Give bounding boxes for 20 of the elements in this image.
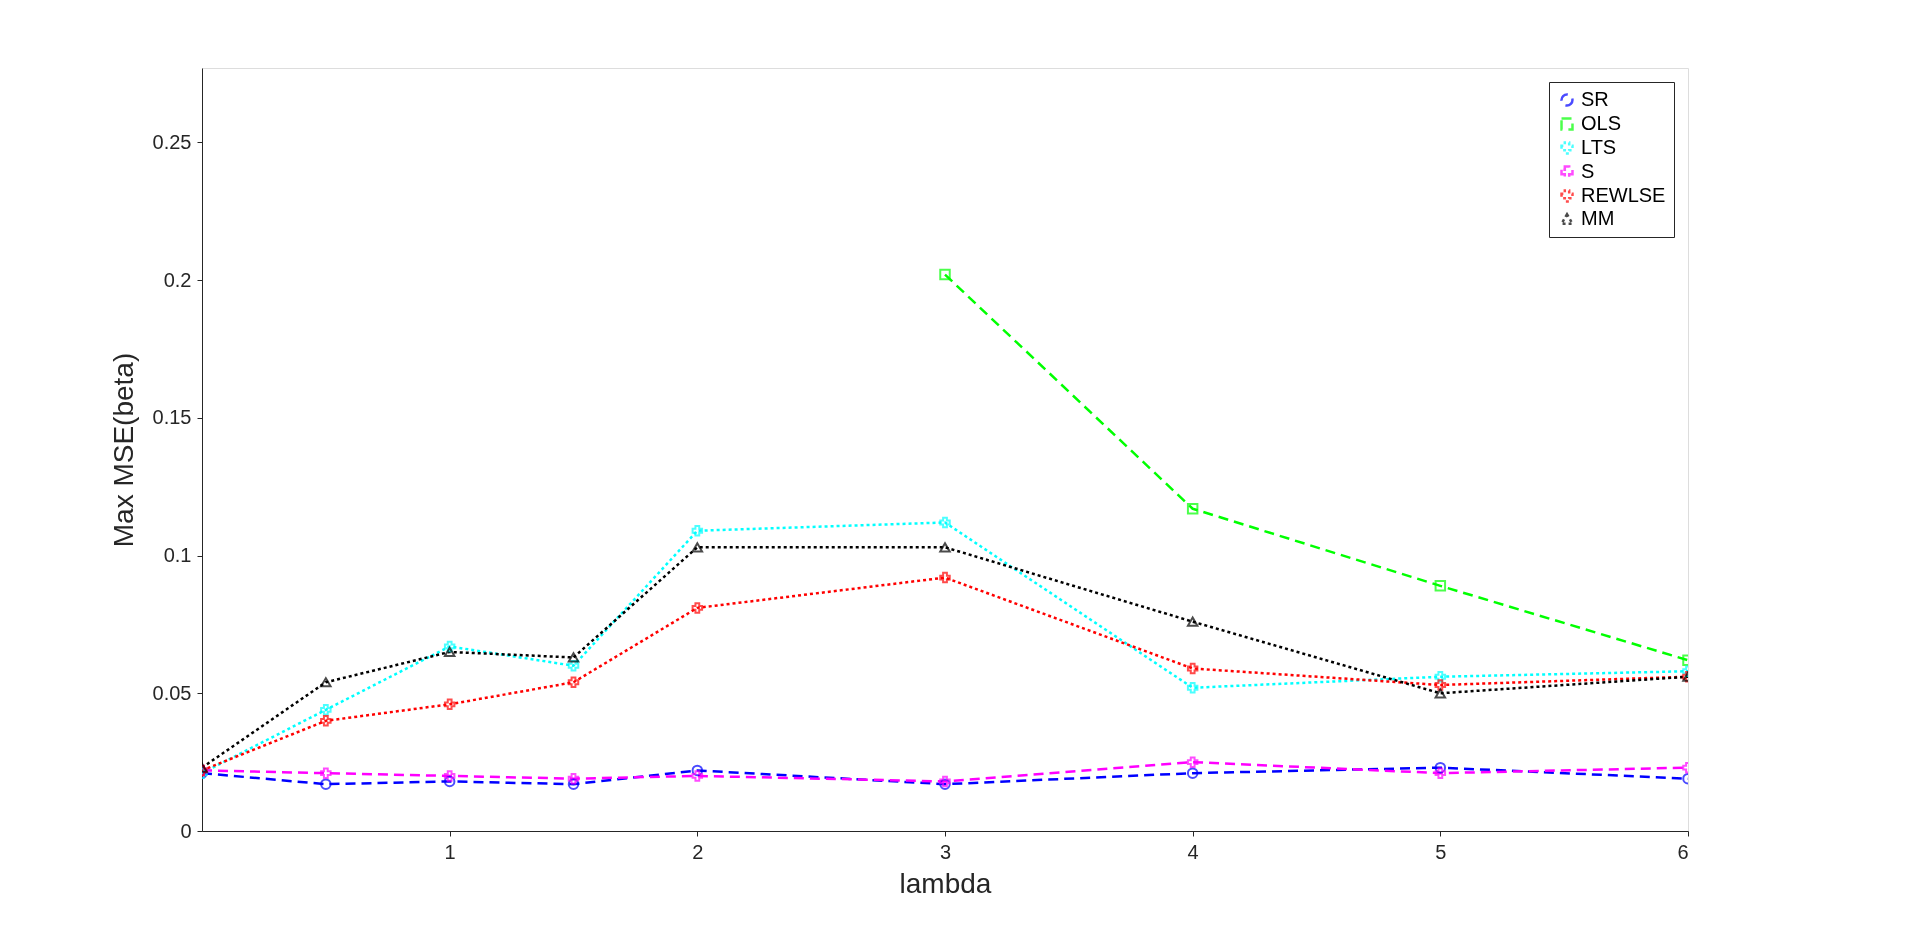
- legend-label: MM: [1581, 207, 1615, 229]
- x-tick-label: 1: [444, 840, 456, 863]
- y-tick-label: 0.25: [152, 130, 192, 153]
- legend-label: SR: [1581, 88, 1609, 110]
- legend-label: OLS: [1581, 112, 1622, 134]
- x-tick-label: 4: [1187, 840, 1199, 863]
- y-tick-label: 0: [180, 819, 192, 842]
- legend-label: S: [1581, 160, 1595, 182]
- x-tick-label: 6: [1677, 840, 1689, 863]
- legend-label: LTS: [1581, 136, 1617, 158]
- y-tick-label: 0.15: [152, 406, 192, 429]
- x-tick-label: 2: [692, 840, 704, 863]
- x-tick-label: 3: [939, 840, 952, 863]
- x-axis-title: lambda: [899, 867, 992, 899]
- x-tick-label: 5: [1435, 840, 1447, 863]
- y-tick-label: 0.2: [163, 268, 192, 291]
- y-tick-label: 0.05: [152, 681, 192, 704]
- y-tick-label: 0.1: [163, 544, 192, 567]
- legend-label: REWLSE: [1581, 184, 1666, 206]
- y-axis-title: Max MSE(beta): [107, 352, 139, 548]
